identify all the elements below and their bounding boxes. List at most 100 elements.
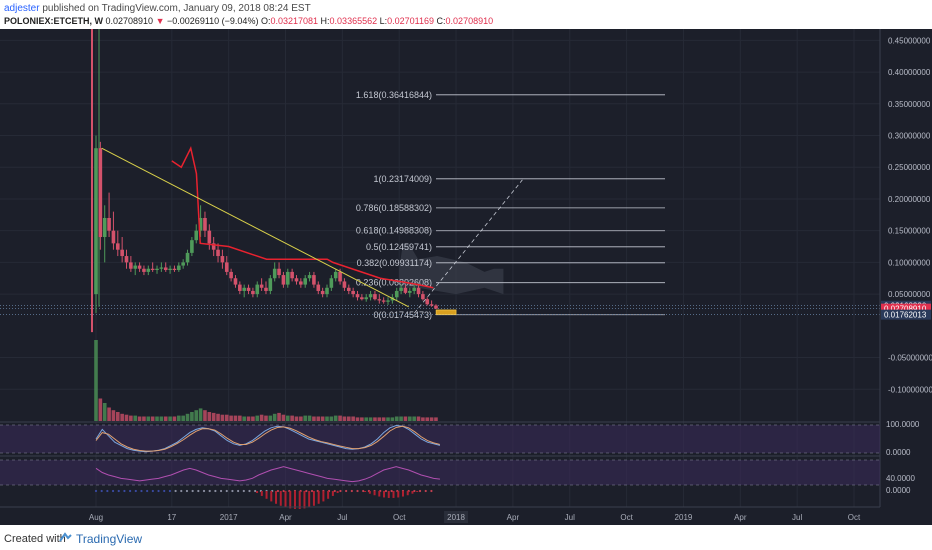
volume-bar — [229, 415, 233, 421]
volume-bar — [224, 414, 229, 421]
candle-body — [185, 252, 190, 263]
high-label: H: — [320, 16, 330, 26]
volume-bar — [246, 416, 251, 421]
momentum-dot — [418, 489, 422, 493]
volume-bar — [107, 407, 111, 421]
momentum-dot — [390, 489, 393, 493]
candle-body — [368, 294, 373, 298]
fib-level-label: 0.786(0.18588302) — [356, 203, 432, 213]
price-axis-tick: 0.10000000 — [888, 258, 931, 267]
price-axis-tick: 0.20000000 — [888, 195, 931, 204]
volume-bar — [303, 415, 308, 421]
candle-body — [111, 230, 116, 244]
histogram-bar — [364, 491, 367, 492]
volume-bar — [163, 416, 168, 421]
volume-bar — [390, 417, 395, 421]
volume-bar — [386, 417, 390, 421]
momentum-dot — [333, 489, 336, 493]
momentum-dot — [214, 489, 217, 493]
symbol-line: POLONIEX:ETCETH, W 0.02708910 ▼ −0.00269… — [4, 16, 493, 26]
candle-body — [107, 217, 111, 231]
tradingview-brand[interactable]: TradingView — [76, 532, 143, 546]
volume-bar — [220, 414, 225, 421]
fib-level-label: 1(0.23174009) — [373, 174, 432, 184]
time-axis-tick: Jul — [565, 513, 575, 522]
volume-bar — [399, 416, 403, 421]
momentum-dot — [254, 489, 257, 493]
candle-body — [150, 268, 155, 271]
change-value: −0.00269110 (−9.04%) — [167, 16, 259, 26]
candle-body — [408, 290, 412, 293]
price-axis-tick: 0.05000000 — [888, 290, 931, 299]
momentum-dot — [430, 489, 433, 493]
momentum-dot — [350, 489, 353, 493]
volume-bar — [316, 416, 321, 421]
time-axis-tick: 2019 — [675, 513, 693, 522]
momentum-dot — [237, 489, 240, 493]
momentum-dot — [305, 489, 308, 493]
candle-body — [333, 271, 338, 279]
time-axis-tick: Apr — [507, 513, 520, 522]
change-arrow: ▼ — [155, 16, 165, 26]
low-value: 0.02701169 — [387, 16, 435, 26]
candle-body — [194, 230, 199, 241]
momentum-dot — [123, 489, 126, 493]
high-value: 0.03365562 — [329, 16, 378, 26]
histogram-bar — [260, 491, 263, 496]
fib-level-label: 0.618(0.14988308) — [356, 226, 432, 236]
candle-body — [98, 148, 103, 238]
time-axis-tick: Jul — [337, 513, 347, 522]
candle-body — [290, 271, 294, 279]
rsi-axis-tick: 40.0000 — [886, 474, 915, 483]
candle-body — [207, 230, 212, 244]
volume-bar — [251, 416, 255, 421]
rsi-axis-tick: 0.0000 — [886, 486, 911, 495]
candle-body — [272, 268, 277, 279]
publication-header: adjester published on TradingView.com, J… — [0, 0, 932, 28]
open-value: 0.03217081 — [270, 16, 319, 26]
volume-bar — [373, 417, 377, 421]
time-axis-tick: Oct — [393, 513, 406, 522]
price-chart[interactable]: 1.618(0.36416844) 1(0.23174009) 0.786(0.18… — [0, 29, 932, 525]
candle-body — [403, 287, 408, 293]
price-tag-box — [881, 303, 931, 314]
momentum-dot — [168, 489, 172, 493]
volume-bar — [124, 414, 129, 421]
volume-bar — [329, 416, 334, 421]
volume-bar — [238, 415, 242, 421]
candle-body — [338, 271, 342, 282]
histogram-bar — [368, 491, 371, 494]
price-axis-tick: 0.25000000 — [888, 163, 931, 172]
volume-bar — [355, 417, 360, 421]
candle-body — [412, 287, 416, 291]
volume-bar — [172, 416, 177, 421]
current-time-marker — [444, 511, 469, 523]
author-link[interactable]: adjester — [4, 3, 40, 14]
candle-body — [102, 217, 107, 238]
volume-bar — [377, 417, 382, 421]
volume-bar — [368, 417, 373, 421]
histogram-bar — [383, 491, 386, 498]
momentum-dot — [100, 489, 103, 493]
candle-body — [320, 290, 325, 295]
last-price: 0.02708910 — [105, 16, 154, 26]
momentum-dot — [174, 489, 177, 493]
histogram-bar — [387, 491, 390, 498]
candle-body — [242, 287, 246, 291]
candle-body — [285, 271, 290, 285]
histogram-bar — [406, 491, 409, 496]
histogram-bar — [293, 491, 296, 509]
volume-bar — [120, 413, 124, 421]
volume-bar — [268, 415, 273, 421]
momentum-dot — [248, 489, 251, 493]
candle-body — [434, 305, 438, 309]
price-axis-tick: 0.40000000 — [888, 68, 931, 77]
candle-body — [364, 297, 369, 300]
histogram-bar — [312, 491, 315, 506]
candle-body — [416, 287, 421, 295]
volume-bar — [294, 416, 299, 421]
volume-bar — [299, 416, 303, 421]
volume-bar — [159, 416, 164, 421]
time-axis-tick: Aug — [89, 513, 103, 522]
momentum-dot — [413, 489, 416, 493]
